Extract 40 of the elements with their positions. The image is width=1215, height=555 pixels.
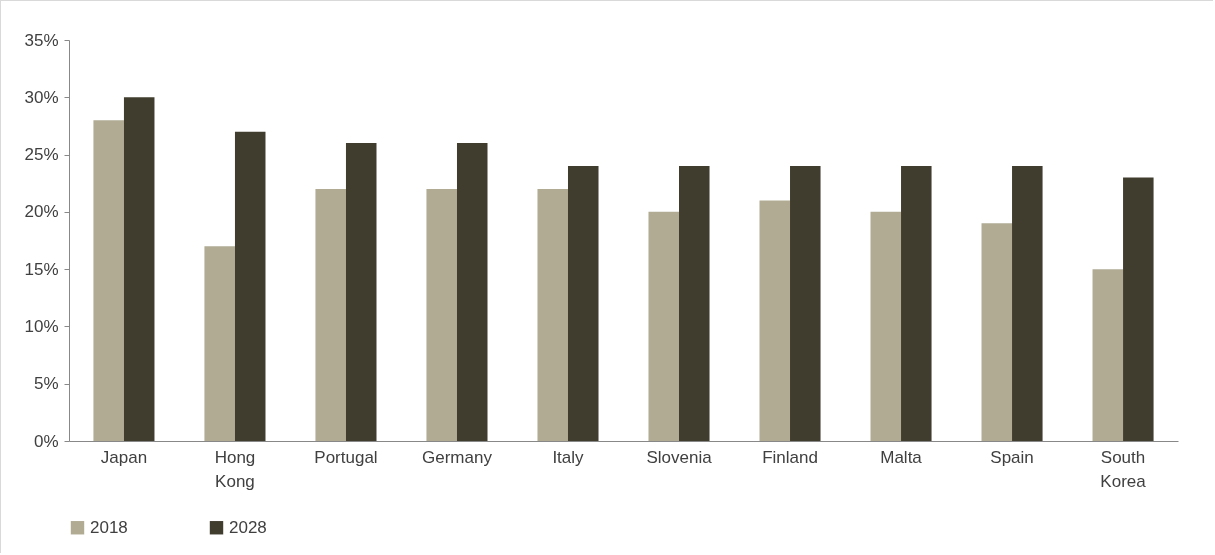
bar: [870, 211, 902, 441]
bar: [648, 211, 680, 441]
bar: [1123, 177, 1154, 441]
bar: [345, 143, 377, 441]
bar: [567, 166, 599, 441]
y-tick-label: 30%: [24, 87, 59, 107]
y-tick-label: 5%: [33, 374, 59, 394]
y-tick-label: 20%: [24, 202, 59, 222]
bar: [537, 188, 568, 441]
y-tick-label: 35%: [24, 30, 59, 50]
bar: [1012, 166, 1043, 441]
legend-label: 2028: [229, 517, 267, 537]
x-tick-label: Hong Kong: [214, 447, 256, 491]
bar: [315, 188, 346, 441]
x-tick-label: Germany: [422, 447, 493, 467]
x-tick-label: Malta: [880, 447, 923, 467]
legend-label: 2018: [90, 517, 128, 537]
bar: [1092, 269, 1124, 441]
bar: [759, 200, 791, 441]
bar: [679, 166, 710, 441]
x-tick-label: Finland: [762, 447, 818, 467]
y-tick-label: 10%: [24, 316, 59, 336]
bar: [93, 120, 124, 441]
x-tick-label: Spain: [990, 447, 1034, 467]
y-tick-label: 0%: [33, 431, 59, 451]
x-tick-label: South Korea: [1100, 447, 1147, 491]
x-tick-label: Italy: [552, 447, 585, 467]
y-tick-label: 25%: [24, 145, 59, 165]
bar: [204, 246, 235, 441]
bar: [901, 166, 932, 441]
bar: [426, 188, 457, 441]
bar: [981, 223, 1013, 441]
x-tick-label: Portugal: [314, 447, 378, 467]
bar: [123, 97, 155, 441]
y-tick-label: 15%: [24, 259, 59, 279]
bar: [456, 143, 488, 441]
bar: [234, 131, 266, 441]
bar: [790, 166, 821, 441]
x-tick-label: Japan: [100, 447, 148, 467]
x-tick-label: Slovenia: [646, 447, 713, 467]
